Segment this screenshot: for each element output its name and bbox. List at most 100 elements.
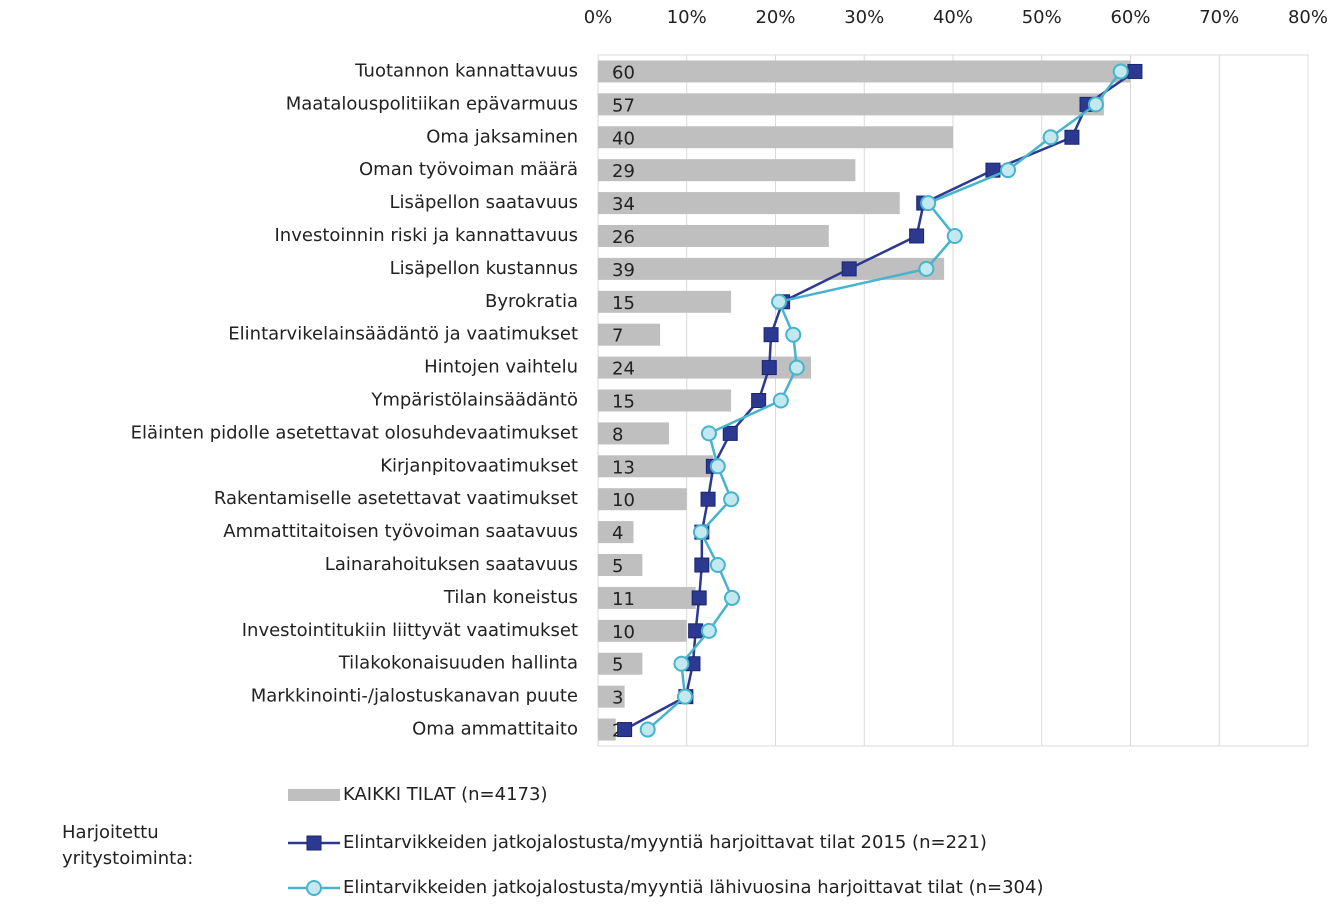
category-label: Elintarvikelainsäädäntö ja vaatimukset (228, 324, 578, 345)
line-marker (761, 360, 777, 376)
bar-value-label: 4 (612, 523, 623, 544)
bar-value-label: 39 (612, 260, 635, 281)
bar (598, 619, 687, 642)
category-label: Oma jaksaminen (426, 126, 578, 147)
line-marker (918, 260, 935, 277)
line-marker (722, 425, 738, 441)
line-marker (920, 195, 937, 212)
bar-value-label: 10 (612, 622, 635, 643)
category-label: Tilan koneistus (443, 587, 578, 608)
line-marker (639, 721, 656, 738)
bar-value-label: 40 (612, 128, 635, 149)
bar-value-label: 5 (612, 556, 623, 577)
line-marker (1112, 63, 1129, 80)
bar-value-label: 3 (612, 688, 623, 709)
category-label: Hintojen vaihtelu (424, 357, 578, 378)
line-marker (763, 327, 779, 343)
legend-title: Harjoitettu yritystoiminta: (62, 822, 194, 869)
bar (598, 652, 643, 675)
legend-label: Elintarvikkeiden jatkojalostusta/myyntiä… (343, 877, 1043, 898)
category-label: Eläinten pidolle asetettavat olosuhdevaa… (131, 422, 578, 443)
line-marker (1064, 129, 1080, 145)
x-tick-label: 50% (1022, 7, 1062, 28)
line-marker (723, 491, 740, 508)
line-marker (1127, 63, 1143, 79)
bar (598, 718, 616, 741)
line-marker (771, 293, 788, 310)
x-tick-label: 0% (584, 7, 613, 28)
x-tick-label: 80% (1288, 7, 1328, 28)
line-marker (724, 589, 741, 606)
bar (598, 159, 856, 182)
line-marker (788, 359, 805, 376)
category-label: Kirjanpitovaatimukset (380, 455, 578, 476)
bar (598, 192, 900, 215)
bar (598, 488, 687, 511)
category-label: Maatalouspolitiikan epävarmuus (286, 93, 578, 114)
category-label: Oma ammattitaito (412, 719, 578, 740)
bar (598, 60, 1131, 83)
bar-value-label: 60 (612, 62, 635, 83)
category-label: Markkinointi-/jalostuskanavan puute (251, 686, 578, 707)
bar (598, 389, 732, 412)
category-label: Investoinnin riski ja kannattavuus (275, 225, 579, 246)
legend-label: KAIKKI TILAT (n=4173) (343, 784, 547, 805)
legend-marker (306, 835, 322, 851)
bar-value-label: 26 (612, 227, 635, 248)
category-label: Lisäpellon kustannus (390, 258, 578, 279)
bar-value-label: 11 (612, 589, 635, 610)
line-marker (1000, 162, 1017, 179)
category-label: Ammattitaitoisen työvoiman saatavuus (223, 521, 578, 542)
bar-value-label: 29 (612, 161, 635, 182)
line-marker (673, 655, 690, 672)
line-marker (751, 393, 767, 408)
bar (598, 455, 714, 478)
line-marker (709, 458, 726, 475)
line-marker (785, 326, 802, 343)
line-marker (709, 557, 726, 574)
bar-value-label: 15 (612, 392, 635, 413)
category-label: Lainarahoituksen saatavuus (325, 554, 578, 575)
category-label: Ympäristölainsäädäntö (370, 390, 578, 411)
bar (598, 422, 669, 445)
bar (598, 521, 634, 544)
category-label: Lisäpellon saatavuus (390, 192, 578, 213)
line-marker (676, 688, 693, 705)
line-marker (700, 425, 717, 442)
category-label: Byrokratia (485, 291, 578, 312)
line-marker (688, 623, 704, 639)
line-marker (691, 590, 707, 606)
bar-value-label: 13 (612, 457, 635, 478)
line-marker (772, 392, 789, 409)
bar (598, 685, 625, 708)
bar-value-label: 5 (612, 655, 623, 676)
bar-value-label: 57 (612, 95, 635, 116)
bar (598, 554, 643, 577)
bar-value-label: 24 (612, 359, 635, 380)
line-marker (694, 557, 710, 573)
category-label: Oman työvoiman määrä (359, 159, 578, 180)
bar-value-label: 15 (612, 293, 635, 314)
bar-value-label: 7 (612, 326, 623, 347)
legend-label: Elintarvikkeiden jatkojalostusta/myyntiä… (343, 832, 987, 853)
x-tick-label: 20% (755, 7, 795, 28)
category-label: Rakentamiselle asetettavat vaatimukset (214, 488, 578, 509)
bar (598, 323, 661, 346)
bar (598, 586, 696, 609)
x-tick-label: 60% (1110, 7, 1150, 28)
x-tick-label: 30% (844, 7, 884, 28)
line-marker (946, 227, 963, 244)
bar-value-label: 10 (612, 490, 635, 511)
line-marker (700, 622, 717, 639)
line-marker (841, 261, 857, 277)
line-marker (617, 722, 633, 738)
bar (598, 224, 829, 247)
category-label: Investointitukiin liittyvät vaatimukset (242, 620, 578, 641)
bar (598, 126, 953, 149)
category-label: Tuotannon kannattavuus (354, 60, 578, 81)
x-tick-label: 10% (667, 7, 707, 28)
line-marker (700, 491, 716, 507)
category-label: Tilakokonaisuuden hallinta (338, 653, 578, 674)
